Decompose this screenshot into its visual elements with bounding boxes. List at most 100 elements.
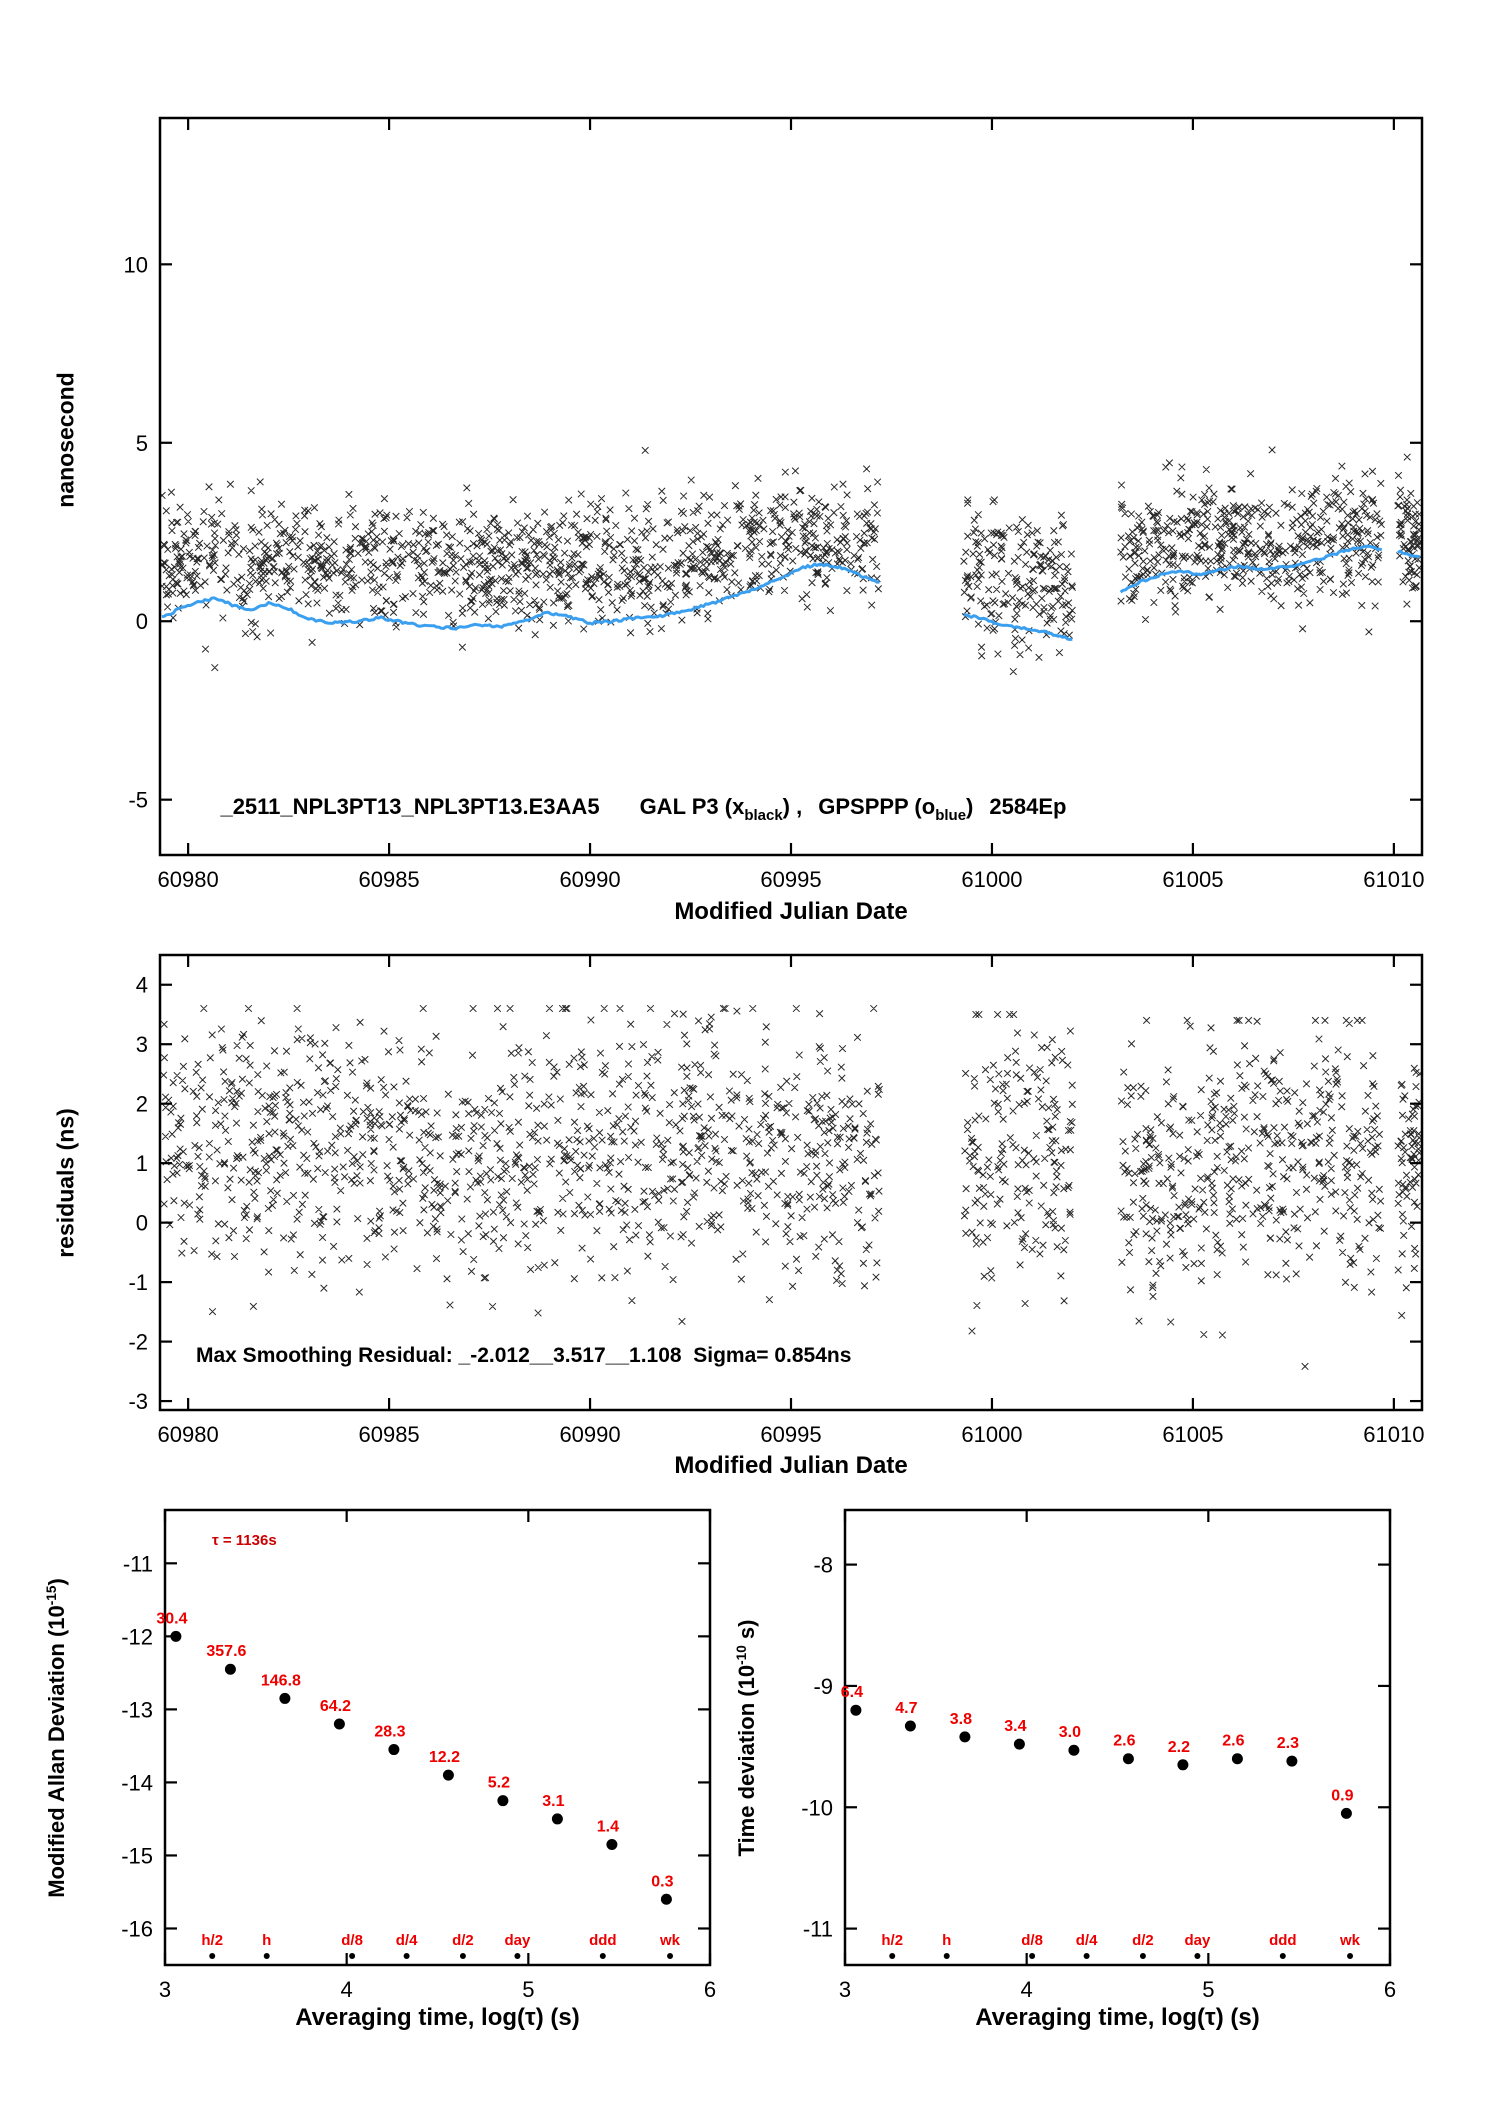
svg-text:60985: 60985 xyxy=(358,867,419,892)
tdev-value-label: 2.2 xyxy=(1168,1739,1190,1756)
mdev-data-point xyxy=(333,1718,345,1730)
top-x-markers xyxy=(161,446,1421,676)
svg-text:4: 4 xyxy=(1021,1977,1033,2002)
tdev-value-label: 3.4 xyxy=(1004,1718,1026,1735)
svg-text:61010: 61010 xyxy=(1363,1422,1424,1447)
mdev-time-unit-mark xyxy=(263,1953,270,1959)
svg-text:-8: -8 xyxy=(813,1553,833,1578)
mdev-time-unit-label: day xyxy=(505,1932,532,1949)
series1-label-end: ) , xyxy=(782,794,803,819)
mdev-data-point xyxy=(606,1838,618,1850)
tdev-data-point xyxy=(1177,1759,1189,1771)
mdev-ylabel-post: ) xyxy=(44,1578,70,1586)
tdev-time-unit-label: d/8 xyxy=(1021,1932,1043,1949)
residuals-annotation: Max Smoothing Residual: _-2.012__3.517__… xyxy=(196,1344,852,1367)
mdev-time-unit-mark xyxy=(514,1953,521,1959)
residuals-x-markers xyxy=(161,1004,1421,1371)
tdev-data-point xyxy=(904,1720,916,1732)
tdev-time-unit-label: h xyxy=(942,1932,951,1949)
tdev-time-unit-mark xyxy=(1347,1953,1354,1959)
tdev-xlabel: Averaging time, log(τ) (s) xyxy=(975,2004,1260,2031)
svg-text:2: 2 xyxy=(136,1092,148,1117)
svg-text:5: 5 xyxy=(136,431,148,456)
mdev-chart: 3 4 5 6 -11 -12 -13 -14 -15 -16 30.4 357.6 146.8 64.2… xyxy=(121,1508,716,2002)
tdev-value-label: 2.6 xyxy=(1222,1733,1244,1750)
mdev-time-unit-label: h xyxy=(262,1932,271,1949)
series1-label: GAL P3 (x xyxy=(639,794,745,819)
epoch-count-text: 2584Ep xyxy=(989,794,1067,819)
top-chart-ylabel: nanosecond xyxy=(52,372,79,508)
mdev-time-unit-mark xyxy=(459,1953,466,1959)
tau-annotation: τ = 1136s xyxy=(212,1532,277,1549)
mdev-time-unit-mark xyxy=(209,1953,216,1959)
svg-text:-14: -14 xyxy=(121,1770,153,1795)
mdev-data-point xyxy=(551,1813,563,1825)
top-chart-annotation: _2511_NPL3PT13_NPL3PT13.E3AA5 GAL P3 (xbl… xyxy=(196,768,1066,850)
svg-text:-9: -9 xyxy=(813,1674,833,1699)
svg-text:60990: 60990 xyxy=(559,867,620,892)
mdev-value-label: 28.3 xyxy=(374,1724,405,1741)
mdev-value-label: 3.1 xyxy=(542,1793,564,1810)
tdev-data-point xyxy=(1231,1753,1243,1765)
svg-text:61010: 61010 xyxy=(1363,867,1424,892)
tdev-ylabel-pre: Time deviation (10 xyxy=(734,1664,760,1857)
svg-text:61000: 61000 xyxy=(961,1422,1022,1447)
mdev-time-unit-label: wk xyxy=(659,1932,681,1949)
svg-text:6: 6 xyxy=(704,1977,716,2002)
svg-text:1: 1 xyxy=(136,1151,148,1176)
mdev-data-point xyxy=(279,1692,291,1704)
mdev-data-point xyxy=(497,1795,509,1807)
tdev-time-unit-mark xyxy=(1279,1953,1286,1959)
tdev-ylabel: Time deviation (10-10 s) xyxy=(734,1620,760,1857)
tdev-value-label: 4.7 xyxy=(895,1700,917,1717)
svg-text:0: 0 xyxy=(136,1211,148,1236)
svg-text:-15: -15 xyxy=(121,1843,153,1868)
svg-text:4: 4 xyxy=(136,973,148,998)
series1-subscript: black xyxy=(744,807,783,824)
tdev-value-label: 2.6 xyxy=(1113,1733,1135,1750)
top-chart: 60980 60985 60990 60995 61000 61005 61010 -5 0 5 1… xyxy=(124,116,1424,892)
mdev-time-unit-label: d/4 xyxy=(396,1932,418,1949)
tdev-time-unit-mark xyxy=(1139,1953,1146,1959)
svg-text:-2: -2 xyxy=(128,1330,148,1355)
tdev-time-unit-mark xyxy=(1194,1953,1201,1959)
svg-text:4: 4 xyxy=(341,1977,353,2002)
svg-text:3: 3 xyxy=(159,1977,171,2002)
svg-text:-5: -5 xyxy=(128,788,148,813)
tdev-time-unit-label: d/4 xyxy=(1076,1932,1098,1949)
tdev-data-point xyxy=(850,1704,862,1716)
mdev-time-unit-mark xyxy=(349,1953,356,1959)
svg-text:5: 5 xyxy=(1202,1977,1214,2002)
svg-text:60985: 60985 xyxy=(358,1422,419,1447)
mdev-value-label: 12.2 xyxy=(429,1749,460,1766)
annotation-id-text: _2511_NPL3PT13_NPL3PT13.E3AA5 xyxy=(220,794,600,819)
svg-text:-11: -11 xyxy=(123,1551,153,1576)
mdev-time-unit-mark xyxy=(403,1953,410,1959)
residuals-ylabel: residuals (ns) xyxy=(52,1108,79,1258)
mdev-ylabel-exponent: -15 xyxy=(43,1585,59,1606)
mdev-value-label: 0.3 xyxy=(651,1873,673,1890)
svg-text:3: 3 xyxy=(136,1032,148,1057)
tdev-data-point xyxy=(1286,1755,1298,1767)
svg-text:-12: -12 xyxy=(121,1624,153,1649)
mdev-time-unit-label: d/8 xyxy=(341,1932,363,1949)
svg-text:6: 6 xyxy=(1384,1977,1396,2002)
tdev-time-unit-label: d/2 xyxy=(1132,1932,1154,1949)
svg-text:3: 3 xyxy=(839,1977,851,2002)
svg-text:-1: -1 xyxy=(128,1270,148,1295)
tdev-chart: 3 4 5 6 -8 -9 -10 -11 6.4 4.7 3.8 3.4 3.0 2.6 2.2 2.6 2.… xyxy=(801,1508,1396,2002)
tdev-data-point xyxy=(1013,1738,1025,1750)
series2-label: GPSPPP (o xyxy=(818,794,936,819)
mdev-data-point xyxy=(660,1893,672,1905)
svg-text:60990: 60990 xyxy=(559,1422,620,1447)
mdev-value-label: 357.6 xyxy=(206,1643,246,1660)
svg-text:-11: -11 xyxy=(803,1917,833,1942)
svg-text:-10: -10 xyxy=(801,1795,833,1820)
tdev-time-unit-mark xyxy=(889,1953,896,1959)
mdev-data-point xyxy=(224,1663,236,1675)
tdev-data-point xyxy=(1122,1753,1134,1765)
svg-text:60995: 60995 xyxy=(760,867,821,892)
series2-subscript: blue xyxy=(935,807,967,824)
